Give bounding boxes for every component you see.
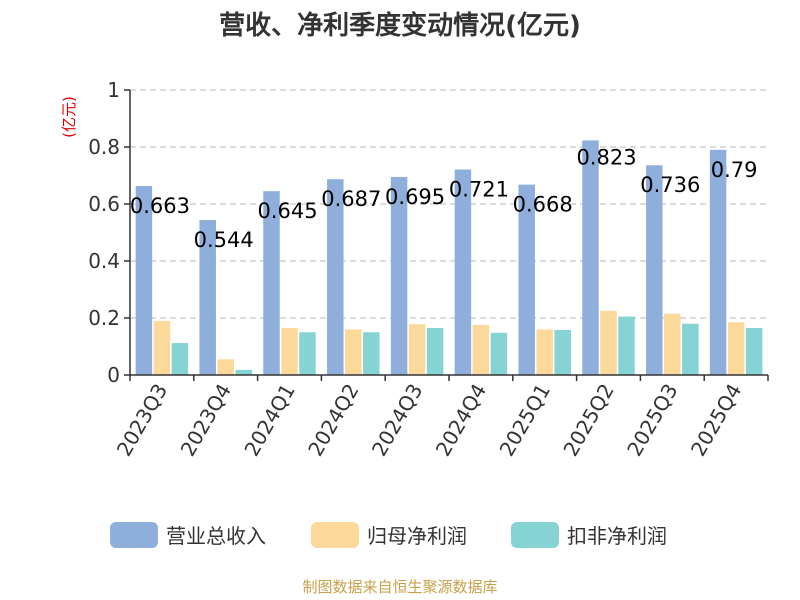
- data-label: 0.687: [321, 187, 381, 211]
- data-label: 0.663: [130, 194, 190, 218]
- bar-2025Q3-3: [682, 323, 699, 375]
- bar-2024Q2-1: [327, 179, 344, 375]
- legend-item[interactable]: 归母净利润: [311, 522, 467, 548]
- bar-2023Q4-1: [199, 219, 216, 375]
- bar-2024Q4-2: [472, 324, 490, 375]
- legend[interactable]: 营业总收入 归母净利润 扣非净利润: [110, 522, 667, 548]
- legend-item[interactable]: 营业总收入: [110, 522, 266, 548]
- y-axis-label: (亿元): [60, 96, 78, 138]
- y-tick-label: 0: [107, 363, 120, 387]
- y-tick-label: 0.4: [88, 249, 120, 273]
- x-tick-label: 2023Q4: [176, 380, 236, 461]
- bar-2025Q3-2: [664, 313, 681, 375]
- legend-label: 归母净利润: [367, 524, 467, 548]
- y-ticks: 0 0.2 0.4 0.6 0.8 1: [88, 78, 130, 387]
- y-tick-label: 0.6: [88, 192, 120, 216]
- y-tick-label: 0.8: [88, 135, 120, 159]
- chart-title: 营收、净利季度变动情况(亿元): [219, 10, 581, 41]
- data-label: 0.721: [449, 178, 509, 202]
- y-tick-label: 0.2: [88, 306, 120, 330]
- legend-label: 营业总收入: [166, 524, 266, 548]
- legend-swatch: [311, 522, 359, 548]
- data-label: 0.736: [640, 173, 700, 197]
- bar-2024Q1-1: [263, 191, 280, 375]
- bar-2025Q4-1: [709, 149, 727, 375]
- bar-2023Q3-1: [135, 186, 153, 375]
- data-label: 0.823: [576, 145, 636, 169]
- x-ticks: 2023Q3 2023Q4 2024Q1 2024Q2 2024Q3 2024Q4 2025…: [112, 375, 769, 461]
- source-note: 制图数据来自恒生聚源数据库: [302, 578, 497, 596]
- bar-2023Q4-2: [217, 359, 234, 375]
- bar-2024Q1-3: [299, 332, 316, 375]
- bar-2024Q2-3: [363, 332, 380, 375]
- x-tick-label: 2025Q3: [622, 380, 682, 461]
- bar-2025Q2-2: [600, 310, 617, 375]
- data-label: 0.695: [385, 185, 445, 209]
- bar-2024Q3-3: [426, 327, 444, 375]
- bar-2024Q1-2: [281, 327, 298, 375]
- bar-2025Q1-2: [536, 329, 553, 375]
- bar-2024Q4-1: [454, 169, 472, 375]
- bar-2024Q2-2: [345, 329, 362, 375]
- data-label: 0.79: [711, 158, 758, 182]
- bars: [135, 140, 763, 375]
- bar-2025Q2-1: [582, 140, 599, 375]
- legend-swatch: [511, 522, 559, 548]
- bar-2025Q1-1: [518, 184, 535, 375]
- legend-item[interactable]: 扣非净利润: [511, 522, 667, 548]
- bar-2024Q3-2: [408, 324, 426, 375]
- bar-2023Q4-3: [235, 369, 252, 375]
- bar-2023Q3-2: [153, 320, 171, 375]
- data-label: 0.544: [194, 228, 254, 252]
- data-label: 0.668: [513, 193, 573, 217]
- bar-2024Q3-1: [390, 176, 408, 375]
- bar-2024Q4-3: [490, 332, 508, 375]
- x-tick-label: 2025Q2: [558, 380, 618, 461]
- bar-2023Q3-3: [171, 343, 189, 375]
- bar-2025Q4-2: [727, 322, 745, 375]
- bar-2025Q4-3: [745, 327, 763, 375]
- bar-2025Q1-3: [554, 329, 571, 375]
- x-tick-label: 2025Q4: [686, 380, 746, 461]
- legend-label: 扣非净利润: [567, 524, 667, 548]
- bar-2025Q3-1: [646, 165, 663, 375]
- data-label: 0.645: [257, 199, 317, 223]
- x-tick-label: 2023Q3: [112, 380, 172, 461]
- x-tick-label: 2024Q3: [367, 380, 427, 461]
- x-tick-label: 2025Q1: [495, 380, 555, 461]
- grid: [130, 89, 768, 319]
- bar-2025Q2-3: [618, 316, 635, 375]
- x-tick-label: 2024Q2: [303, 380, 363, 461]
- y-tick-label: 1: [107, 78, 120, 102]
- legend-swatch: [110, 522, 158, 548]
- x-tick-label: 2024Q4: [431, 380, 491, 461]
- x-tick-label: 2024Q1: [239, 380, 299, 461]
